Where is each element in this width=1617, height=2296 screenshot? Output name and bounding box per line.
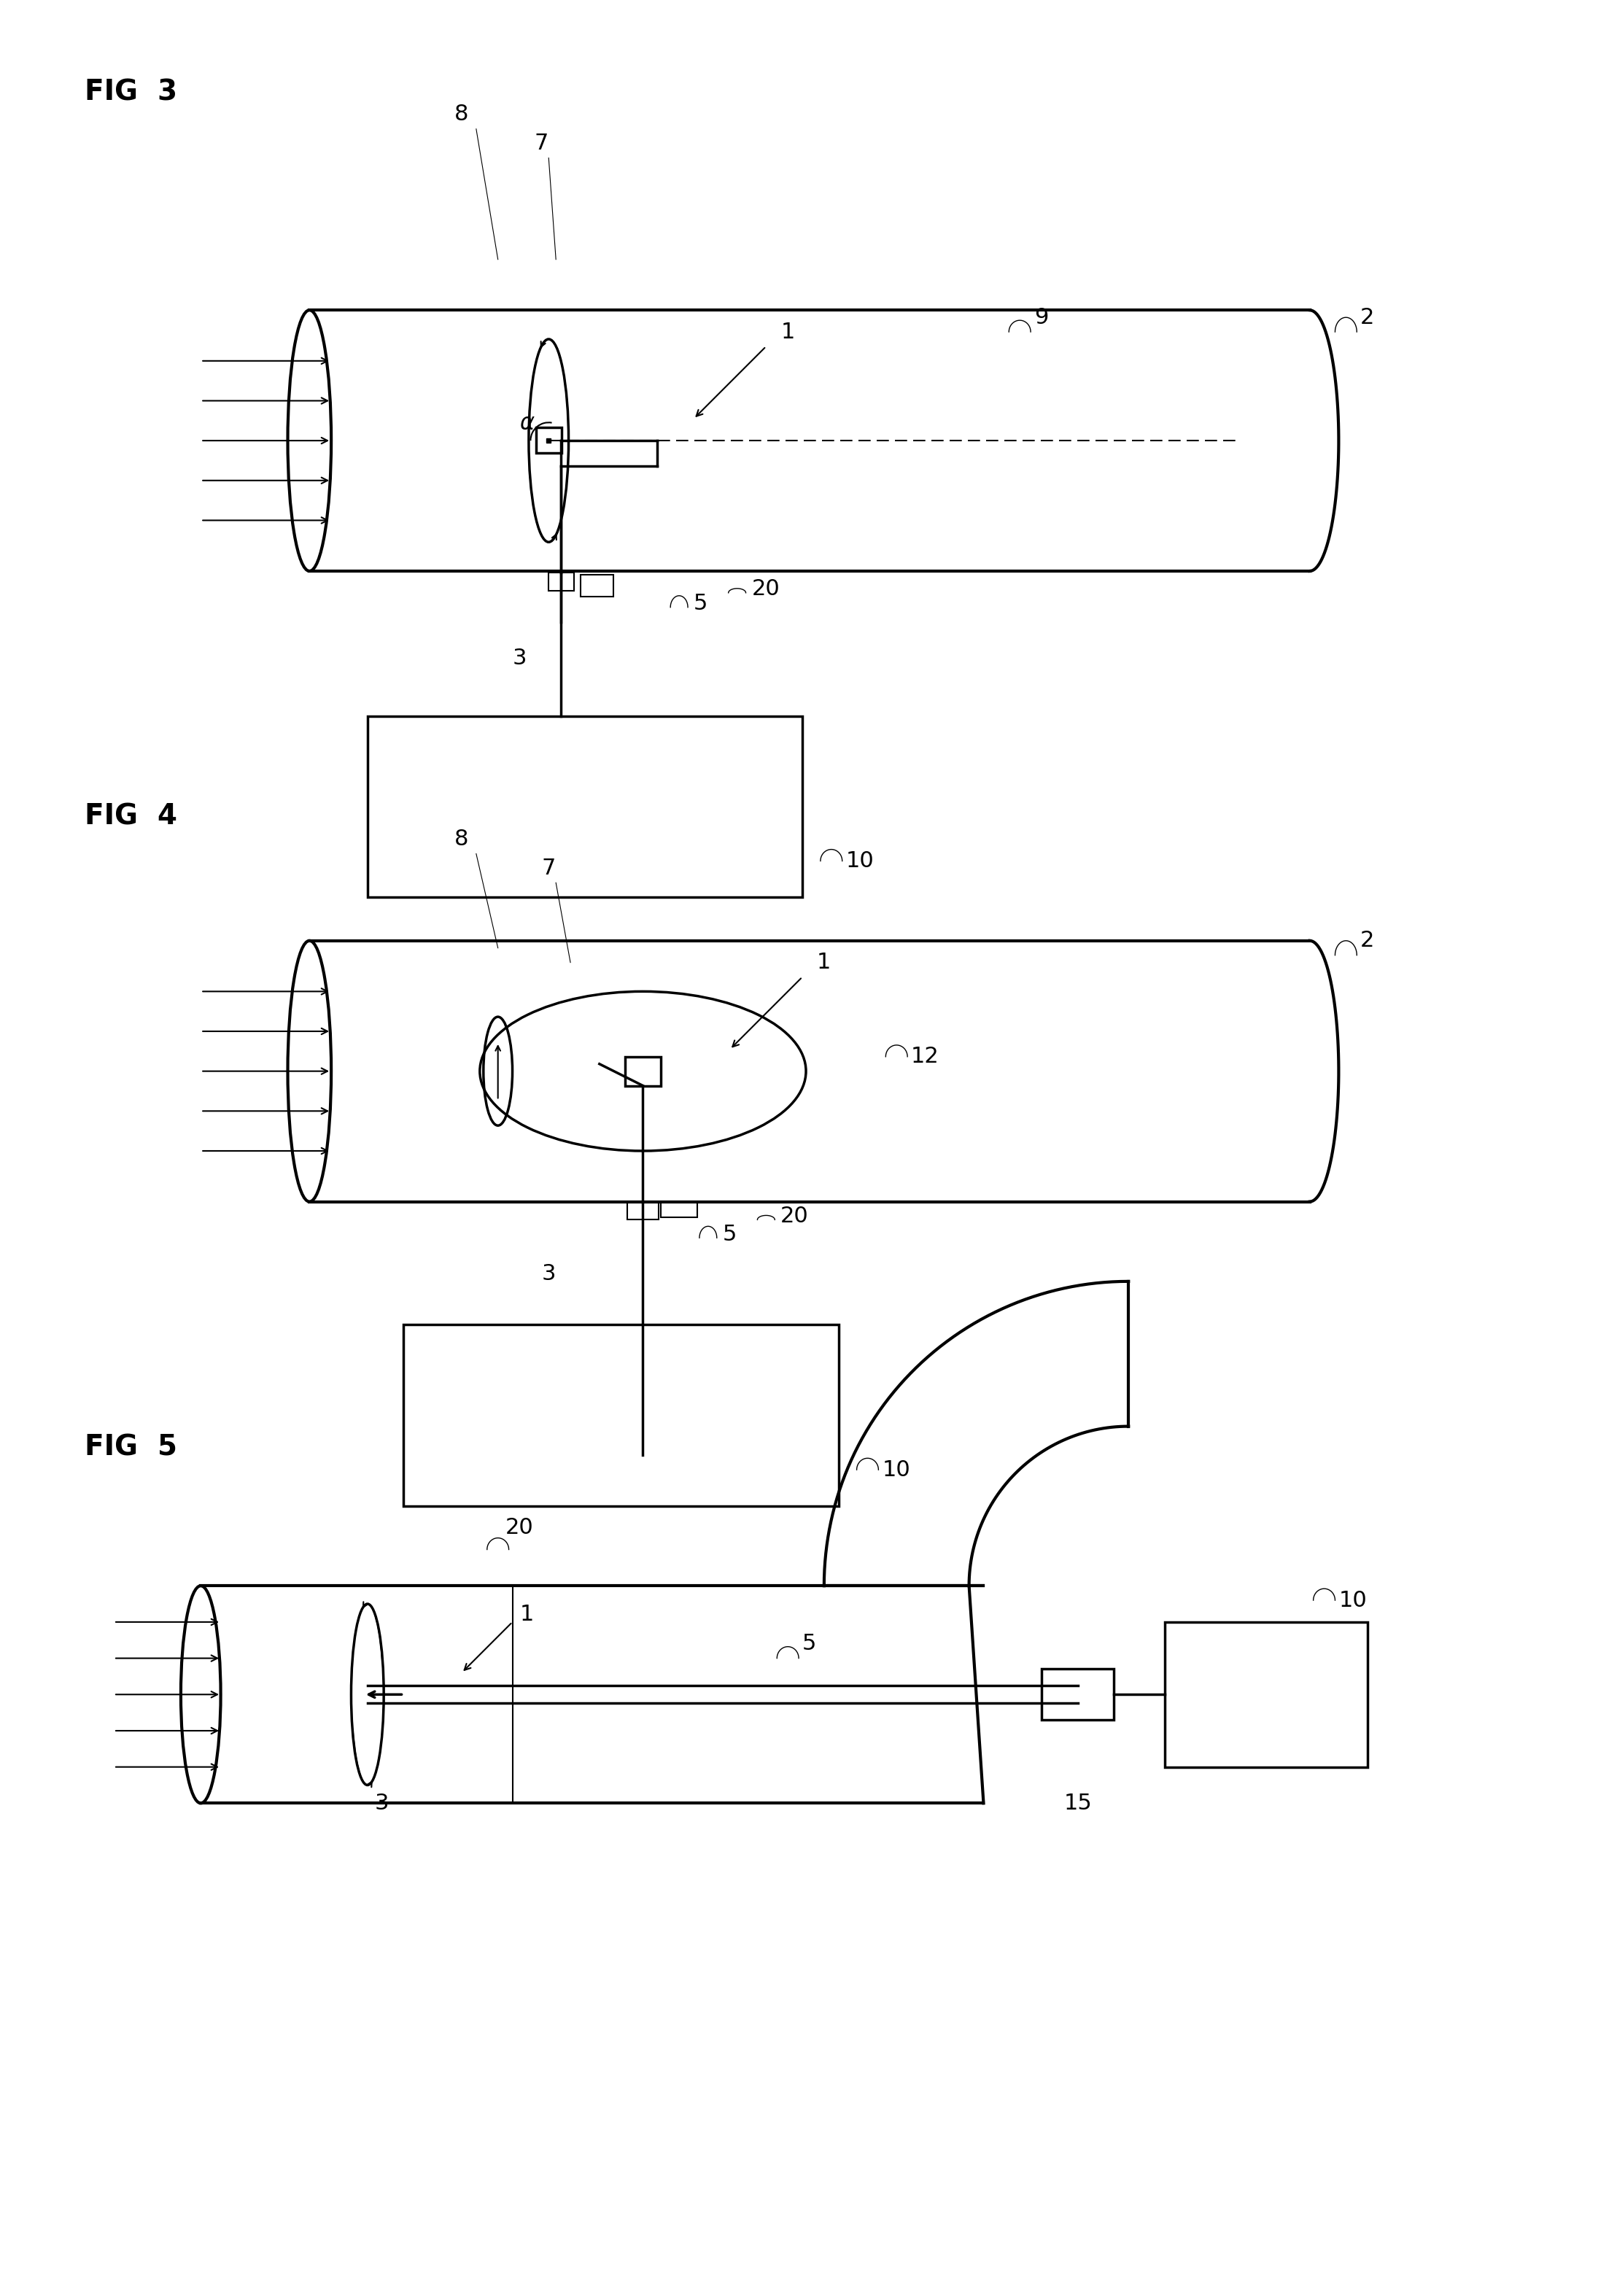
Bar: [624, 1056, 661, 1086]
Text: FIG  5: FIG 5: [84, 1433, 178, 1460]
Bar: [627, 1201, 658, 1219]
Text: $\alpha$: $\alpha$: [519, 413, 535, 434]
Text: FIG  4: FIG 4: [84, 804, 178, 831]
Text: 7: 7: [534, 133, 548, 154]
Text: 1: 1: [781, 321, 796, 342]
Text: 20: 20: [752, 579, 779, 599]
Text: 8: 8: [454, 829, 469, 850]
Text: 2: 2: [1360, 308, 1374, 328]
Text: 2: 2: [1360, 930, 1374, 951]
Bar: [661, 1201, 697, 1217]
Text: 10: 10: [881, 1460, 910, 1481]
Text: 5: 5: [802, 1632, 817, 1655]
Bar: [1041, 1669, 1114, 1720]
Text: 1: 1: [519, 1605, 534, 1626]
Text: 20: 20: [505, 1518, 534, 1538]
Text: FIG  3: FIG 3: [84, 78, 178, 106]
Text: 3: 3: [542, 1263, 556, 1286]
Text: 3: 3: [375, 1793, 390, 1814]
Text: 5: 5: [694, 592, 708, 615]
Text: 8: 8: [454, 103, 469, 124]
Text: 10: 10: [846, 850, 875, 872]
Text: 12: 12: [910, 1047, 939, 1068]
Text: 5: 5: [723, 1224, 737, 1244]
Text: 7: 7: [542, 859, 556, 879]
Bar: [404, 1325, 839, 1506]
Bar: [1164, 1621, 1368, 1768]
Bar: [581, 574, 613, 597]
Text: 15: 15: [1064, 1793, 1091, 1814]
Bar: [367, 716, 802, 898]
Bar: [548, 572, 574, 590]
Text: 10: 10: [1339, 1589, 1366, 1612]
Text: 3: 3: [513, 647, 527, 668]
Text: 9: 9: [1035, 308, 1048, 328]
Text: 1: 1: [817, 953, 831, 974]
Bar: [537, 427, 561, 452]
Text: 20: 20: [781, 1205, 808, 1226]
